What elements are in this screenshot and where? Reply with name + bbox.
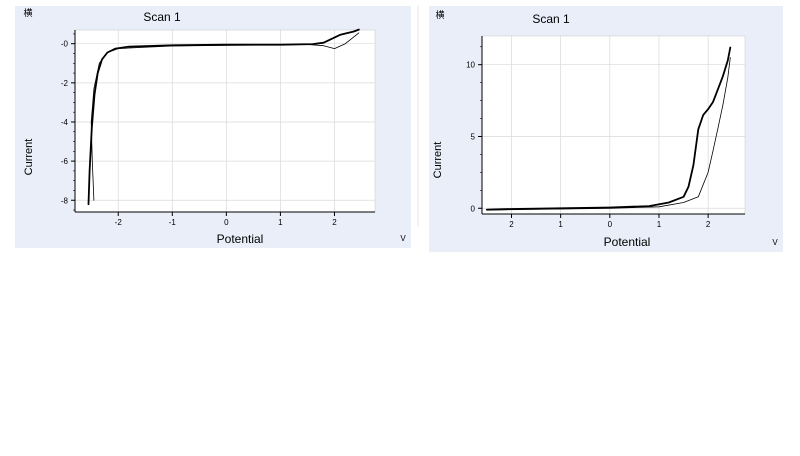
y-tick-label: -0 (61, 40, 69, 49)
y-axis-label: Current (432, 142, 444, 179)
x-tick-label: 0 (608, 220, 613, 229)
series-line-forward-scan (87, 28, 360, 206)
scan-chart-left: -2 -1 0 1 2 -0 -2 -4 -6 -8 横 Scan 1 Current Poten… (15, 6, 411, 248)
axes (74, 30, 375, 213)
x-tick-label: 1 (657, 220, 662, 229)
y-tick-label: 0 (471, 204, 476, 213)
series-line-reverse-scan (486, 57, 731, 211)
unit-label: V (400, 234, 406, 243)
gridlines (75, 30, 375, 212)
y-axis-label: Current (23, 139, 35, 176)
x-axis-label: Potential (604, 235, 651, 249)
corner-glyph-icon: 横 (435, 9, 444, 20)
unit-label: V (772, 238, 778, 247)
x-axis-label: Potential (217, 232, 264, 246)
chart-title: Scan 1 (143, 10, 181, 24)
y-tick-label: 5 (471, 132, 476, 141)
y-tick-label: -8 (61, 196, 69, 205)
series-line-forward-scan (485, 46, 732, 211)
x-tick-label: 2 (706, 220, 711, 229)
plot-area (74, 29, 376, 213)
plot-area (481, 35, 746, 215)
x-tick-label: 2 (332, 218, 337, 227)
x-tick-label: 1 (278, 218, 283, 227)
tick-group: -2 -1 0 1 2 -0 -2 -4 -6 -8 (61, 33, 337, 227)
x-tick-label: -1 (169, 218, 177, 227)
y-tick-label: 10 (466, 61, 475, 70)
x-tick-label: -2 (115, 218, 123, 227)
series-line-reverse-scan (90, 32, 360, 201)
y-tick-label: -4 (61, 118, 69, 127)
chart-title: Scan 1 (532, 12, 570, 26)
axes (481, 36, 745, 215)
x-tick-label: 2 (509, 220, 514, 229)
data-series-group (87, 28, 360, 206)
corner-glyph-icon: 横 (23, 7, 32, 18)
y-tick-label: -6 (61, 157, 69, 166)
x-tick-label: 1 (558, 220, 563, 229)
data-series-group (485, 46, 732, 211)
x-tick-label: 0 (224, 218, 229, 227)
gridlines (482, 36, 745, 214)
y-tick-label: -2 (61, 79, 69, 88)
